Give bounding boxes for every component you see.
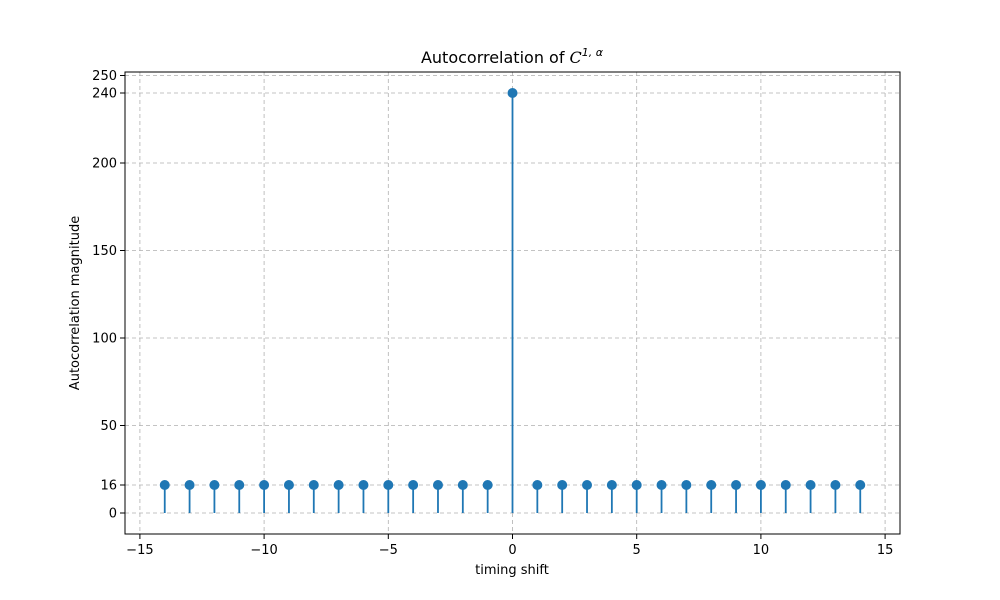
- x-tick-label: −5: [379, 543, 398, 558]
- y-tick-label: 100: [92, 332, 117, 347]
- stem-marker: [209, 480, 220, 490]
- x-tick-label: −15: [126, 543, 153, 558]
- y-tick-label: 150: [92, 244, 117, 259]
- y-tick-label: 240: [92, 87, 117, 102]
- stem-marker: [457, 480, 468, 490]
- stem-marker: [159, 480, 170, 490]
- x-tick-label: 5: [633, 543, 641, 558]
- stem-marker: [184, 480, 195, 490]
- y-tick-label: 200: [92, 157, 117, 172]
- stem-marker: [780, 480, 791, 490]
- x-tick-label: −10: [250, 543, 277, 558]
- stem-marker: [805, 480, 816, 490]
- stem-marker: [358, 480, 369, 490]
- title-math: C: [570, 48, 582, 67]
- stem-marker: [383, 480, 394, 490]
- stem-marker: [681, 480, 692, 490]
- stem-marker: [855, 480, 866, 490]
- stem-marker: [234, 480, 245, 490]
- stem-marker: [532, 480, 543, 490]
- stem-marker: [706, 480, 717, 490]
- stem-marker: [259, 480, 270, 490]
- y-tick-label: 50: [100, 419, 117, 434]
- stem-marker: [283, 480, 294, 490]
- stem-marker: [582, 480, 593, 490]
- stem-marker: [731, 480, 742, 490]
- stem-marker: [308, 480, 319, 490]
- y-tick-label: 16: [100, 479, 117, 494]
- stem-marker: [656, 480, 667, 490]
- x-tick-label: 15: [877, 543, 894, 558]
- y-axis-label: Autocorrelation magnitude: [68, 216, 83, 390]
- x-axis-label: timing shift: [475, 563, 549, 578]
- stem-marker: [507, 88, 518, 98]
- y-tick-label: 0: [109, 507, 117, 522]
- y-tick-label: 250: [92, 69, 117, 84]
- stem-marker: [557, 480, 568, 490]
- stem-marker: [408, 480, 419, 490]
- stems: [159, 88, 866, 513]
- stem-marker: [830, 480, 841, 490]
- title-text: Autocorrelation of: [421, 48, 570, 67]
- title-superscript: 1, α: [582, 46, 604, 59]
- x-tick-label: 0: [508, 543, 516, 558]
- stem-marker: [631, 480, 642, 490]
- stem-marker: [432, 480, 443, 490]
- x-tick-label: 10: [753, 543, 770, 558]
- stem-marker: [606, 480, 617, 490]
- stem-marker: [482, 480, 493, 490]
- stem-marker: [333, 480, 344, 490]
- stem-marker: [755, 480, 766, 490]
- chart-title: Autocorrelation of C1, α: [421, 46, 604, 67]
